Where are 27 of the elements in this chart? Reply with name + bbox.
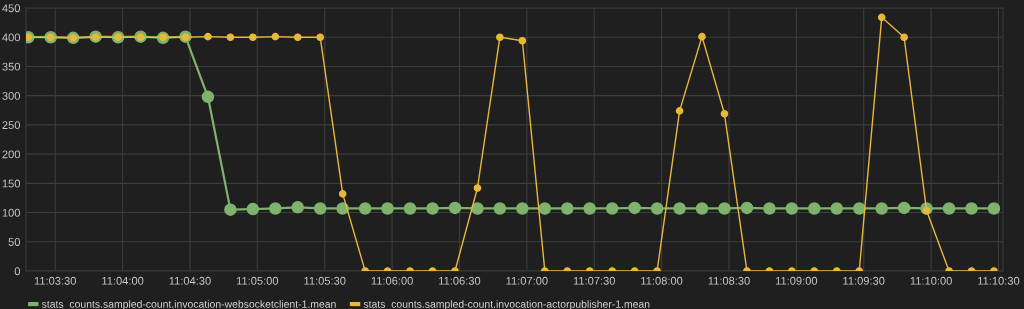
x-tick-label: 11:07:00 [506,276,548,285]
x-tick-label: 11:06:30 [439,276,481,285]
y-tick-label: 400 [2,33,21,42]
x-tick-label: 11:09:00 [775,276,818,285]
x-tick-label: 11:04:30 [169,276,211,285]
x-tick-label: 11:08:30 [708,276,750,285]
x-tick-label: 11:10:30 [978,276,1020,285]
x-tick-label: 11:06:00 [371,276,413,285]
x-tick-label: 11:08:00 [641,276,683,285]
legend-label: stats_counts.sampled-count.invocation-actorpublisher-1.mean [363,300,650,309]
y-tick-label: 0 [14,267,21,276]
x-tick-label: 11:05:00 [236,276,279,285]
legend-label: stats_counts.sampled-count.invocation-websocketclient-1.mean [41,300,336,309]
x-tick-label: 11:09:30 [843,276,885,285]
x-tick-label: 11:10:00 [910,276,952,285]
x-tick-label: 11:05:30 [304,276,346,285]
y-tick-label: 450 [2,4,21,13]
y-tick-label: 150 [2,179,21,188]
x-tick-label: 11:07:30 [573,276,615,285]
x-tick-label: 11:03:30 [34,276,76,285]
y-tick-label: 100 [2,208,21,217]
y-tick-label: 200 [2,150,21,159]
x-tick-label: 11:04:00 [102,276,144,285]
y-tick-label: 250 [2,121,21,130]
y-tick-label: 300 [2,91,21,100]
y-tick-label: 350 [2,62,21,71]
y-tick-label: 50 [8,238,21,246]
